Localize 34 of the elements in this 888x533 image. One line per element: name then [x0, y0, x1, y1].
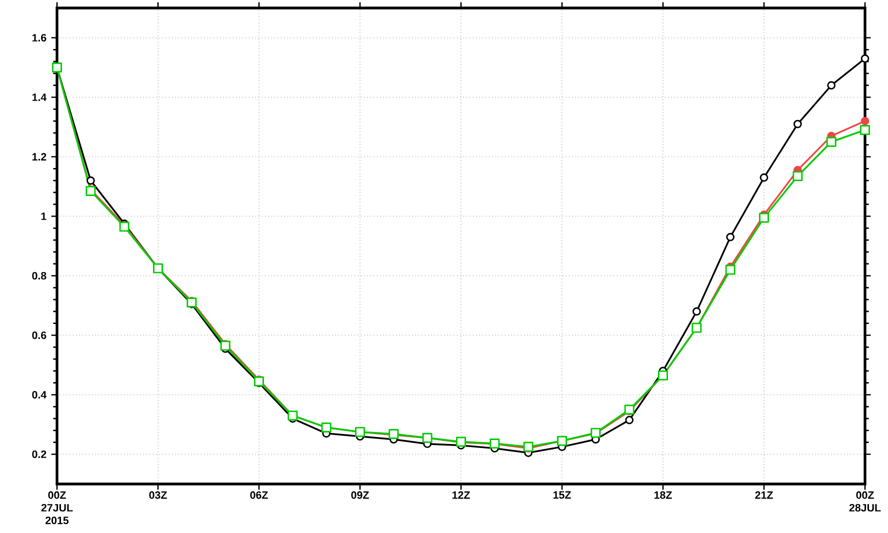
- y-tick-label: 0.8: [32, 272, 46, 280]
- point: [826, 136, 836, 147]
- x-tick-label: 12Z: [452, 491, 470, 499]
- y-tick-label: 0.2: [32, 450, 46, 458]
- point: [220, 340, 230, 351]
- x-tick-label: 15Z: [553, 491, 571, 499]
- y-tick-label: 0.6: [32, 331, 46, 340]
- x-tick-label: 09Z: [351, 491, 369, 499]
- y-tick-label: 1.6: [32, 34, 46, 42]
- y-tick-label: 1.2: [32, 153, 46, 160]
- point: [827, 81, 836, 90]
- point: [860, 116, 870, 126]
- x-tick-label: 18Z: [654, 491, 672, 499]
- point: [86, 176, 95, 185]
- x-tick-label: 00Z 27JUL 2015: [41, 491, 73, 524]
- point: [760, 173, 768, 182]
- point: [793, 120, 802, 128]
- point: [692, 307, 701, 316]
- x-tick-label: 03Z: [149, 491, 167, 499]
- point: [792, 171, 803, 182]
- point: [726, 232, 735, 242]
- point: [860, 54, 870, 63]
- x-tick-label: 00Z 28JUL: [849, 491, 881, 512]
- point: [119, 222, 130, 232]
- y-tick-label: 1: [41, 212, 46, 220]
- point: [725, 264, 736, 275]
- point: [860, 124, 870, 135]
- point: [523, 442, 534, 452]
- x-tick-label: 21Z: [755, 491, 773, 499]
- y-tick-label: 1.4: [32, 94, 47, 101]
- y-tick-label: 0.4: [32, 390, 47, 399]
- point: [759, 212, 770, 223]
- point: [625, 416, 634, 424]
- x-tick-label: 06Z: [250, 491, 268, 499]
